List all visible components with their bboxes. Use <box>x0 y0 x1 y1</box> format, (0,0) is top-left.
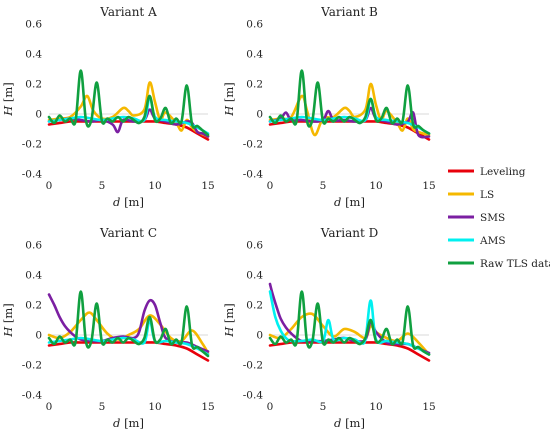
y-axis-label: H [m] <box>1 82 15 117</box>
legend-label: LS <box>480 189 494 201</box>
x-axis-label: d [m] <box>334 195 365 209</box>
y-tick-label: 0.2 <box>25 300 42 312</box>
legend-label: AMS <box>479 235 506 247</box>
chart-panel-4: Variant D -0.4 -0.2 0 0.2 0.4 0.6 0 5 10 15 d [m] H … <box>222 226 436 430</box>
y-tick-label: -0.2 <box>243 139 263 151</box>
legend-item: LS <box>448 189 494 201</box>
y-tick-label: 0.4 <box>246 270 263 282</box>
y-tick-label: -0.4 <box>243 390 264 402</box>
legend-item: SMS <box>448 212 505 224</box>
y-tick-label: 0 <box>256 330 263 342</box>
chart-panel-2: Variant B -0.4 -0.2 0 0.2 0.4 0.6 0 5 10 15 d [m] H … <box>222 5 436 209</box>
legend-item: Leveling <box>448 166 526 178</box>
x-tick-label: 0 <box>267 401 274 413</box>
chart-panel-3: Variant C -0.4 -0.2 0 0.2 0.4 0.6 0 5 10 15 d [m] H … <box>1 226 215 430</box>
x-axis-label: d [m] <box>113 416 144 430</box>
legend: Leveling LS SMS AMS Raw TLS data <box>448 166 550 270</box>
x-axis-label: d [m] <box>334 416 365 430</box>
legend-label: Raw TLS data <box>480 258 550 270</box>
chart-panels: Variant A -0.4 -0.2 0 0.2 0.4 0.6 0 5 10 15 d [m] H … <box>1 5 436 430</box>
y-tick-label: 0.2 <box>25 79 42 91</box>
y-tick-label: -0.4 <box>22 390 43 402</box>
y-tick-label: 0.4 <box>25 270 42 282</box>
legend-label: SMS <box>480 212 505 224</box>
y-axis-label: H [m] <box>222 303 236 338</box>
y-axis-label: H [m] <box>222 82 236 117</box>
x-tick-label: 15 <box>201 401 214 413</box>
y-tick-label: 0.4 <box>25 49 42 61</box>
legend-item: AMS <box>448 235 506 247</box>
panel-title: Variant D <box>320 226 378 240</box>
y-tick-label: -0.2 <box>243 360 263 372</box>
panel-title: Variant A <box>99 5 157 19</box>
y-tick-label: 0 <box>256 109 263 121</box>
y-tick-label: -0.4 <box>243 169 264 181</box>
y-tick-label: 0.6 <box>246 19 263 31</box>
y-tick-label: 0 <box>35 109 42 121</box>
legend-item: Raw TLS data <box>448 258 550 270</box>
x-axis-label: d [m] <box>113 195 144 209</box>
y-tick-label: 0.6 <box>25 240 42 252</box>
y-tick-label: 0.4 <box>246 49 263 61</box>
x-tick-label: 10 <box>148 401 161 413</box>
legend-label: Leveling <box>480 166 526 178</box>
x-tick-label: 0 <box>46 401 53 413</box>
y-tick-label: -0.2 <box>22 360 42 372</box>
x-tick-label: 5 <box>99 180 106 192</box>
y-tick-label: 0.6 <box>246 240 263 252</box>
y-tick-label: -0.2 <box>22 139 42 151</box>
x-tick-label: 5 <box>99 401 106 413</box>
x-tick-label: 15 <box>201 180 214 192</box>
x-tick-label: 0 <box>267 180 274 192</box>
x-tick-label: 15 <box>422 180 435 192</box>
chart-panel-1: Variant A -0.4 -0.2 0 0.2 0.4 0.6 0 5 10 15 d [m] H … <box>1 5 215 209</box>
x-tick-label: 5 <box>320 401 327 413</box>
y-axis-label: H [m] <box>1 303 15 338</box>
x-tick-label: 15 <box>422 401 435 413</box>
series-line-raw-tls-data <box>47 69 210 137</box>
x-tick-label: 5 <box>320 180 327 192</box>
y-tick-label: -0.4 <box>22 169 43 181</box>
panel-title: Variant C <box>99 226 157 240</box>
series-line-raw-tls-data <box>47 290 210 358</box>
panel-title: Variant B <box>320 5 378 19</box>
y-tick-label: 0.2 <box>246 79 263 91</box>
x-tick-label: 0 <box>46 180 53 192</box>
x-tick-label: 10 <box>369 401 382 413</box>
y-tick-label: 0 <box>35 330 42 342</box>
x-tick-label: 10 <box>148 180 161 192</box>
series-line-raw-tls-data <box>268 290 431 356</box>
x-tick-label: 10 <box>369 180 382 192</box>
y-tick-label: 0.6 <box>25 19 42 31</box>
y-tick-label: 0.2 <box>246 300 263 312</box>
series-line-raw-tls-data <box>268 69 431 135</box>
